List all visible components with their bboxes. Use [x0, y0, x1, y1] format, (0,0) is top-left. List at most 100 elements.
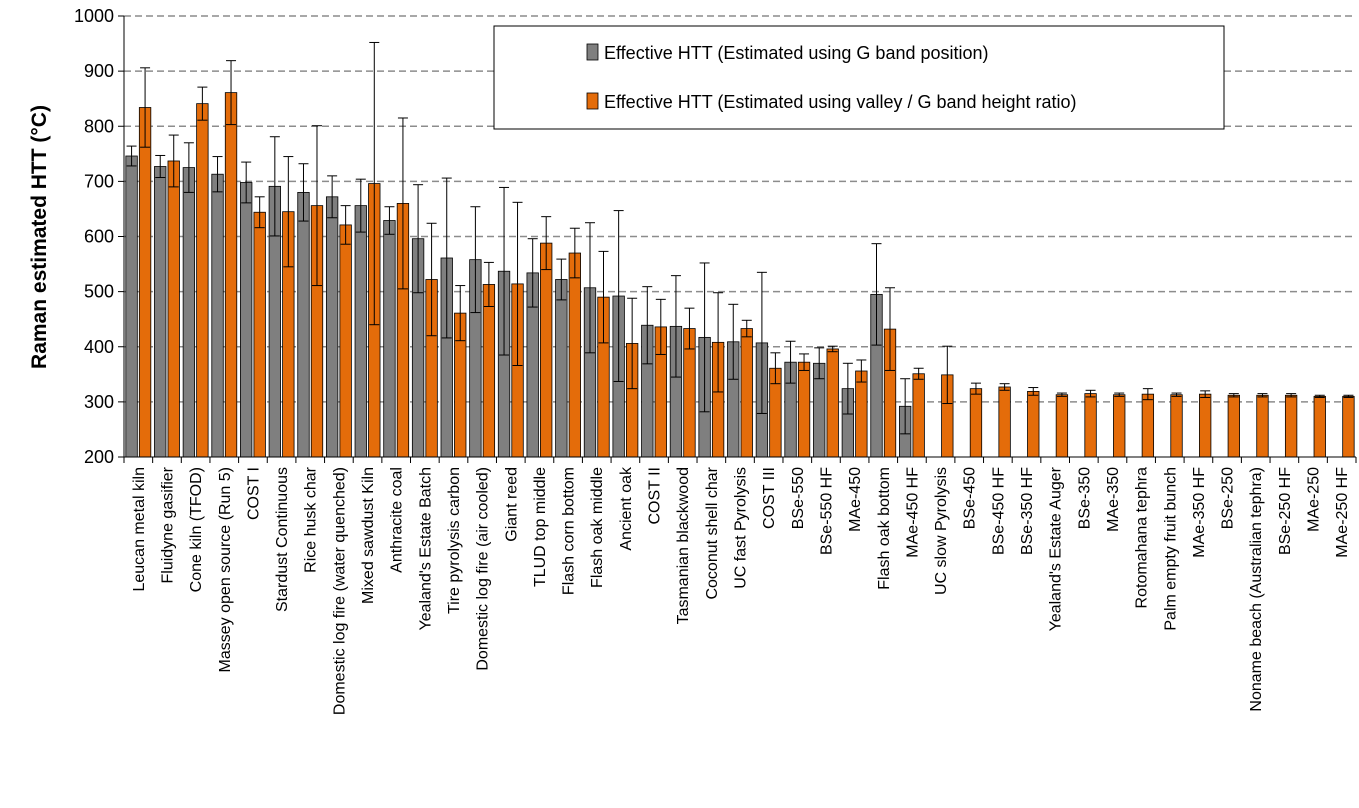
bar-group — [969, 382, 983, 458]
bar-group — [1084, 389, 1097, 458]
bar-ratio — [1055, 394, 1069, 458]
legend-label-ratio: Effective HTT (Estimated using valley / … — [604, 92, 1077, 112]
bar-ratio — [797, 361, 811, 458]
bar-group — [240, 161, 266, 458]
x-tick-label: MAe-250 HF — [1334, 467, 1351, 558]
bar-group — [899, 367, 925, 458]
bar-ratio — [482, 284, 496, 458]
bar-group — [125, 67, 152, 458]
bar-gband — [297, 191, 310, 458]
bar-group — [383, 117, 410, 458]
x-tick-label: Noname beach (Australian tephra) — [1248, 467, 1265, 712]
bar-ratio — [1113, 394, 1126, 458]
bar-ratio — [1084, 393, 1097, 458]
x-tick-label: Tire pyrolysis carbon — [446, 467, 463, 614]
legend: Effective HTT (Estimated using G band po… — [493, 25, 1225, 130]
y-tick-label: 800 — [84, 116, 114, 136]
bar-group — [354, 41, 381, 458]
bar-ratio — [969, 388, 983, 458]
x-tick-label: COST III — [761, 467, 778, 529]
bar-group — [497, 186, 524, 458]
bar-ratio — [1256, 394, 1269, 458]
bar-group — [1141, 388, 1155, 458]
y-tick-label: 600 — [84, 227, 114, 247]
legend-swatch-ratio — [586, 92, 599, 110]
bar-gband — [240, 182, 253, 458]
bar-group — [1113, 392, 1126, 458]
bar-group — [941, 345, 954, 458]
x-tick-label: Cone kiln (TFOD) — [188, 467, 205, 592]
x-tick-label: MAe-350 — [1105, 467, 1122, 532]
x-tick-label: Giant reed — [503, 467, 520, 542]
bar-gband — [154, 166, 167, 458]
bar-gband — [211, 173, 224, 458]
x-tick-label: BSe-250 HF — [1277, 467, 1294, 555]
bar-ratio — [1227, 394, 1240, 458]
bar-gband — [354, 205, 367, 458]
bars — [125, 41, 1355, 458]
bar-group — [211, 60, 238, 458]
y-tick-label: 500 — [84, 282, 114, 302]
bar-ratio — [196, 103, 209, 458]
bar-group — [1027, 387, 1040, 458]
x-tick-label: Leucan metal kiln — [131, 467, 148, 592]
y-tick-label: 200 — [84, 447, 114, 467]
bar-group — [268, 136, 295, 458]
x-tick-label: Fluidyne gasifier — [159, 466, 176, 583]
x-tick-label: BSe-350 — [1076, 467, 1093, 529]
legend-label-gband: Effective HTT (Estimated using G band po… — [604, 43, 989, 63]
x-tick-label: Massey open source (Run 5) — [217, 467, 234, 672]
x-tick-label: Ancient oak — [618, 466, 635, 551]
x-tick-label: Stardust Continuous — [274, 467, 291, 612]
bar-ratio — [1199, 393, 1212, 458]
bar-group — [555, 227, 581, 458]
bar-gband — [125, 155, 138, 458]
bar-group — [755, 271, 782, 458]
x-tick-label: Rice husk char — [303, 466, 320, 572]
x-tick-label: Yealand's Estate Auger — [1048, 466, 1065, 631]
bar-group — [1342, 394, 1355, 458]
x-tick-label: Flash oak bottom — [876, 467, 893, 590]
y-tick-label: 1000 — [74, 6, 114, 26]
bar-group — [1313, 394, 1326, 458]
x-tick-label: BSe-450 HF — [990, 467, 1007, 555]
bar-group — [841, 359, 868, 458]
bar-ratio — [912, 373, 925, 458]
bar-group — [1199, 390, 1212, 458]
bar-group — [325, 175, 352, 458]
x-tick-label: UC slow Pyrolysis — [933, 467, 950, 595]
bar-group — [583, 222, 610, 458]
x-tick-label: BSe-550 — [790, 467, 807, 529]
bar-group — [1170, 392, 1183, 458]
x-tick-label: Mixed sawdust Kiln — [360, 467, 377, 604]
x-tick-label: Tasmanian blackwood — [675, 467, 692, 624]
bar-group — [784, 340, 811, 458]
bar-ratio — [540, 242, 553, 458]
bar-group — [297, 125, 324, 458]
bar-ratio — [1313, 395, 1326, 458]
bar-ratio — [224, 92, 238, 458]
x-tick-label: Flash corn bottom — [561, 467, 578, 595]
x-tick-label: Yealand's Estate Batch — [417, 467, 434, 630]
x-tick-label: BSe-450 — [962, 467, 979, 529]
bar-ratio — [1170, 394, 1183, 458]
bar-ratio — [740, 328, 753, 458]
y-tick-label: 300 — [84, 392, 114, 412]
bar-ratio — [253, 211, 266, 458]
y-axis: 200 300 400 500 600 700 800 900 1000 — [74, 6, 125, 467]
y-tick-label: 700 — [84, 171, 114, 191]
bar-group — [612, 210, 639, 458]
bar-group — [870, 243, 897, 458]
bar-gband — [555, 279, 568, 458]
bar-group — [1284, 393, 1298, 458]
bar-ratio — [568, 252, 581, 458]
bar-ratio — [339, 224, 352, 458]
bar-ratio — [998, 386, 1011, 458]
x-tick-label: MAe-450 — [847, 467, 864, 532]
bar-group — [813, 345, 839, 458]
x-tick-label: BSe-350 HF — [1019, 467, 1036, 555]
x-tick-label: MAe-450 HF — [904, 467, 921, 558]
bar-group — [411, 184, 438, 458]
legend-swatch-gband — [586, 43, 599, 61]
x-tick-label: MAe-350 HF — [1191, 467, 1208, 558]
